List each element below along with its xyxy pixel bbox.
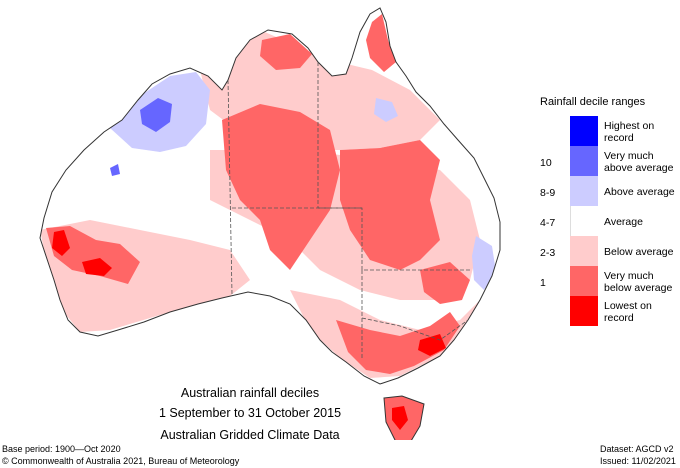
legend-title: Rainfall decile ranges (540, 96, 646, 108)
copyright: © Commonwealth of Australia 2021, Bureau… (2, 456, 240, 466)
tasmania-lowest-on-record (392, 406, 408, 430)
base-period: Base period: 1900—Oct 2020 (2, 444, 121, 454)
legend-item-very-much-above: 10 Very much above average (0, 146, 680, 176)
map-title-line1: Australian rainfall deciles (180, 386, 320, 400)
legend-swatch (570, 116, 598, 146)
state-borders (227, 62, 470, 360)
legend-swatch (570, 296, 598, 326)
australia-decile-map (39, 7, 501, 440)
legend-decile: 1 (540, 277, 546, 289)
region-lowest-on-record-wa2 (82, 258, 112, 276)
legend-decile: 8-9 (540, 187, 556, 199)
region-above-average-east (472, 236, 496, 290)
legend-swatch (570, 176, 598, 206)
legend-swatch (570, 146, 598, 176)
border-qld-nsw (318, 207, 470, 271)
region-very-much-below-topend (260, 34, 312, 70)
legend-label: Very much above average (604, 150, 674, 174)
legend-item-average: 4-7 Average (0, 206, 680, 236)
region-very-much-below-southwest (46, 226, 140, 284)
legend-item-above-average: 8-9 Above average (0, 176, 680, 206)
map-title-line3: Australian Gridded Climate Data (160, 428, 340, 442)
legend-decile: 2-3 (540, 247, 556, 259)
region-very-much-above-kimberley (140, 98, 172, 132)
region-above-average-north (374, 98, 398, 122)
region-very-much-below-central-west (222, 104, 340, 270)
legend-decile: 10 (540, 157, 552, 169)
region-very-much-below-victoria (336, 312, 460, 374)
legend-item-below-average: 2-3 Below average (0, 236, 680, 266)
dataset-label: Dataset: AGCD v2 (600, 444, 674, 454)
legend-decile: 4-7 (540, 217, 556, 229)
legend-label: Below average (604, 246, 674, 258)
issued-date: Issued: 11/02/2021 (600, 456, 676, 466)
legend-item-highest-on-record: Highest on record (0, 116, 680, 146)
legend-label: Highest on record (604, 120, 655, 144)
legend-swatch (570, 266, 598, 296)
region-very-much-below-capeyork (366, 14, 396, 72)
decile-regions (40, 14, 496, 378)
legend-label: Average (604, 216, 643, 228)
legend-label: Very much below average (604, 270, 673, 294)
region-lowest-on-record-wa (52, 230, 70, 256)
region-very-much-below-nsw (420, 262, 470, 304)
region-very-much-below-queensland (340, 140, 440, 270)
legend-label: Above average (604, 186, 675, 198)
legend-swatch (570, 206, 599, 236)
legend-label: Lowest on record (604, 300, 652, 324)
legend-item-lowest-on-record: Lowest on record (0, 296, 680, 326)
legend-item-very-much-below: 1 Very much below average (0, 266, 680, 296)
legend-swatch (570, 236, 598, 266)
border-nsw-vic (361, 317, 469, 341)
map-title-line2: 1 September to 31 October 2015 (158, 406, 342, 420)
region-very-much-above-pilbara (110, 164, 120, 176)
